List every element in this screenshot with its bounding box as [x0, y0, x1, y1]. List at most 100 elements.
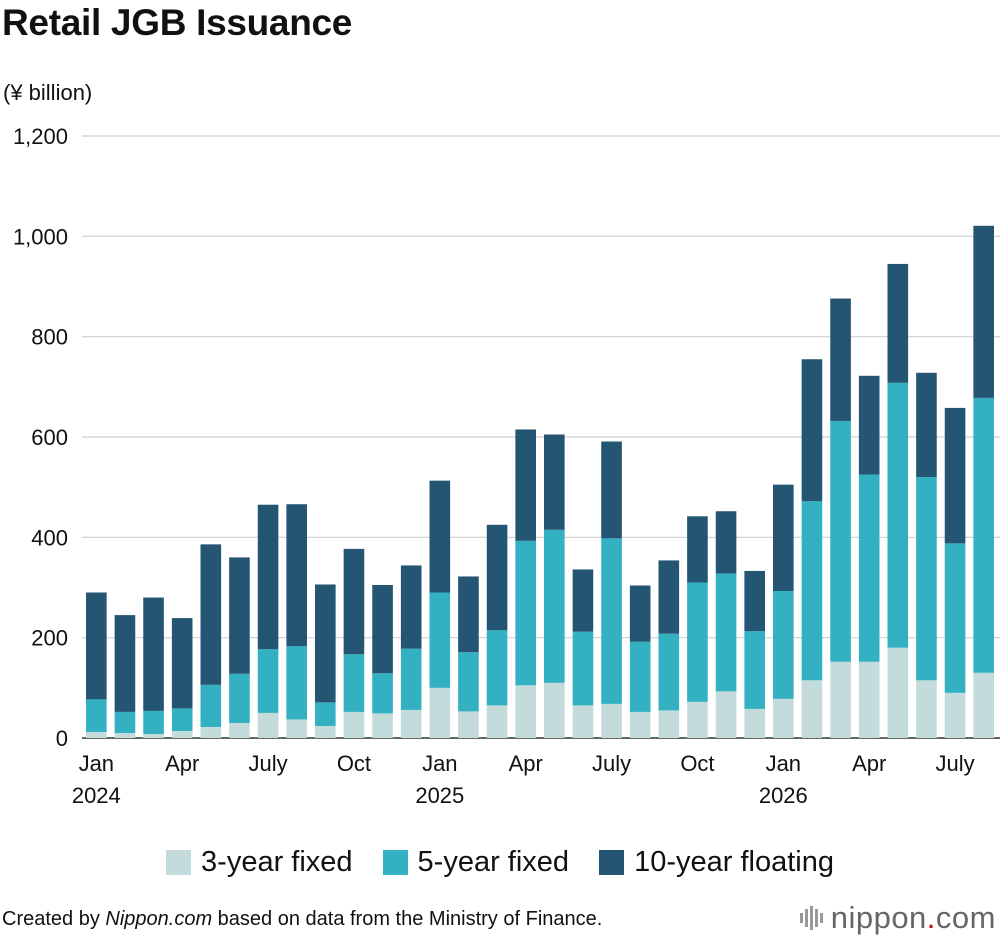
bar-10-year-floating [229, 557, 250, 674]
bar-5-year-fixed [372, 673, 393, 714]
x-tick-label: Jan [766, 751, 801, 776]
bar-5-year-fixed [858, 474, 880, 662]
bar-3-year-fixed [486, 705, 508, 738]
nippon-logo: nippon. com [799, 900, 996, 936]
bar-10-year-floating [830, 298, 851, 421]
legend-swatch-3-year-fixed [166, 850, 192, 875]
bar-10-year-floating [400, 565, 422, 649]
bar-10-year-floating [257, 504, 279, 650]
bar-5-year-fixed [515, 540, 536, 686]
bar-3-year-fixed [773, 698, 794, 738]
bar-10-year-floating [744, 570, 765, 632]
bar-10-year-floating [544, 434, 565, 530]
bar-3-year-fixed [400, 709, 422, 738]
bar-3-year-fixed [973, 672, 994, 738]
bar-3-year-fixed [257, 712, 279, 738]
bar-5-year-fixed [315, 702, 336, 726]
bar-5-year-fixed [944, 543, 966, 693]
x-tick-label: July [249, 751, 288, 776]
x-tick-label: Jan [79, 751, 114, 776]
bar-10-year-floating [515, 429, 536, 541]
legend: 3-year fixed 5-year fixed 10-year floati… [0, 846, 1000, 879]
bar-3-year-fixed [830, 661, 851, 738]
bar-10-year-floating [486, 524, 508, 631]
bar-5-year-fixed [229, 673, 250, 723]
bar-10-year-floating [343, 548, 365, 655]
bar-3-year-fixed [916, 680, 937, 738]
logo-dot: . [926, 900, 936, 935]
bar-3-year-fixed [887, 647, 909, 738]
bar-3-year-fixed [286, 719, 307, 738]
bar-5-year-fixed [429, 592, 451, 688]
bar-3-year-fixed [458, 711, 479, 738]
legend-swatch-10-year-floating [599, 850, 625, 875]
x-tick-label: Jan [422, 751, 457, 776]
bar-5-year-fixed [257, 649, 279, 713]
bar-3-year-fixed [315, 725, 336, 738]
stacked-bar-chart: 0 200 400 600 800 1,000 1,200 Jan 2024 Apr July Oc… [13, 124, 1000, 808]
bar-10-year-floating [601, 441, 622, 539]
bar-5-year-fixed [830, 420, 851, 662]
bar-5-year-fixed [715, 573, 737, 692]
x-tick-label: Apr [852, 751, 886, 776]
bar-10-year-floating [658, 560, 680, 634]
bar-3-year-fixed [601, 703, 622, 738]
credit-prefix: Created by [2, 908, 106, 930]
bar-3-year-fixed [372, 713, 393, 738]
bar-3-year-fixed [200, 726, 222, 738]
bar-3-year-fixed [572, 705, 594, 738]
x-tick-label: Apr [165, 751, 199, 776]
bar-5-year-fixed [601, 538, 622, 704]
x-tick-label: Oct [337, 751, 371, 776]
bar-5-year-fixed [200, 684, 222, 727]
y-tick-label: 1,200 [13, 124, 68, 149]
bar-5-year-fixed [86, 699, 107, 732]
y-tick-label: 600 [31, 425, 68, 450]
bar-3-year-fixed [658, 710, 680, 738]
bar-3-year-fixed [858, 661, 880, 738]
legend-label: 10-year floating [634, 846, 834, 878]
y-axis-unit-label: (¥ billion) [3, 80, 93, 105]
y-tick-label: 200 [31, 626, 68, 651]
bar-3-year-fixed [429, 687, 451, 738]
bar-10-year-floating [916, 372, 937, 478]
bar-3-year-fixed [86, 731, 107, 738]
bar-10-year-floating [171, 618, 193, 709]
bar-5-year-fixed [887, 382, 909, 648]
bar-10-year-floating [372, 584, 393, 674]
x-tick-label: July [592, 751, 631, 776]
bar-5-year-fixed [687, 582, 708, 702]
legend-swatch-5-year-fixed [382, 850, 408, 875]
bar-10-year-floating [114, 615, 136, 712]
bar-10-year-floating [944, 407, 966, 544]
bar-10-year-floating [143, 597, 164, 711]
y-tick-label: 800 [31, 325, 68, 350]
y-tick-label: 0 [56, 726, 68, 751]
bar-3-year-fixed [171, 730, 193, 738]
bar-3-year-fixed [343, 711, 365, 738]
bar-10-year-floating [86, 592, 107, 700]
bar-5-year-fixed [744, 631, 765, 709]
bar-5-year-fixed [544, 529, 565, 683]
bar-stacks [86, 225, 994, 738]
chart-title: Retail JGB Issuance [2, 2, 353, 43]
bar-10-year-floating [858, 375, 880, 475]
x-tick-label: 2024 [72, 783, 121, 808]
credit-site: Nippon.com [105, 908, 213, 930]
bar-3-year-fixed [143, 733, 164, 738]
bar-10-year-floating [315, 584, 336, 703]
bar-10-year-floating [629, 585, 651, 642]
bar-10-year-floating [687, 516, 708, 583]
bar-10-year-floating [887, 263, 909, 383]
bar-5-year-fixed [143, 710, 164, 734]
bar-5-year-fixed [286, 646, 307, 720]
bar-5-year-fixed [486, 630, 508, 706]
x-axis-tick-labels: Jan 2024 Apr July Oct Jan 2025 Apr July Oct Jan 202… [72, 751, 975, 808]
legend-item-10-year-floating: 10-year floating [599, 846, 834, 879]
logo-bars-icon [799, 906, 823, 930]
bar-3-year-fixed [629, 711, 651, 738]
bar-5-year-fixed [916, 477, 937, 681]
x-tick-label: Apr [509, 751, 543, 776]
legend-item-3-year-fixed: 3-year fixed [166, 846, 353, 879]
bar-3-year-fixed [744, 708, 765, 738]
